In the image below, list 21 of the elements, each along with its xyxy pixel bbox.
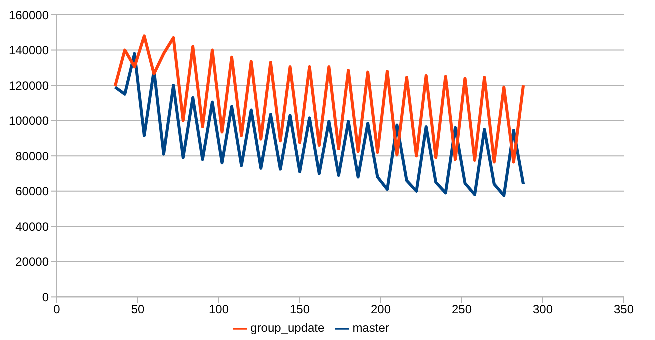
- y-tick-label: 0: [42, 290, 50, 304]
- line-series: [114, 34, 526, 164]
- x-tick-label: 250: [452, 302, 472, 317]
- y-tick-label: 140000: [8, 44, 50, 58]
- line-series: [114, 52, 526, 198]
- y-tick-label: 120000: [8, 78, 50, 93]
- y-tick-label: 100000: [8, 114, 50, 128]
- y-tick-label: 40000: [16, 220, 50, 234]
- y-tick-label: 20000: [16, 255, 50, 270]
- y-tick-label: 160000: [8, 8, 50, 22]
- x-tick-label: 50: [131, 302, 145, 317]
- x-tick-label: 350: [614, 302, 634, 317]
- x-tick-label: 200: [370, 302, 392, 317]
- x-tick-label: 150: [290, 302, 310, 317]
- x-tick-label: 100: [208, 302, 230, 317]
- y-tick-label: 80000: [16, 149, 50, 164]
- legend-label: group_update: [250, 321, 325, 336]
- x-tick-label: 0: [54, 302, 61, 317]
- legend-label: master: [352, 321, 390, 336]
- x-tick-label: 300: [532, 302, 554, 317]
- y-tick-label: 60000: [16, 184, 50, 199]
